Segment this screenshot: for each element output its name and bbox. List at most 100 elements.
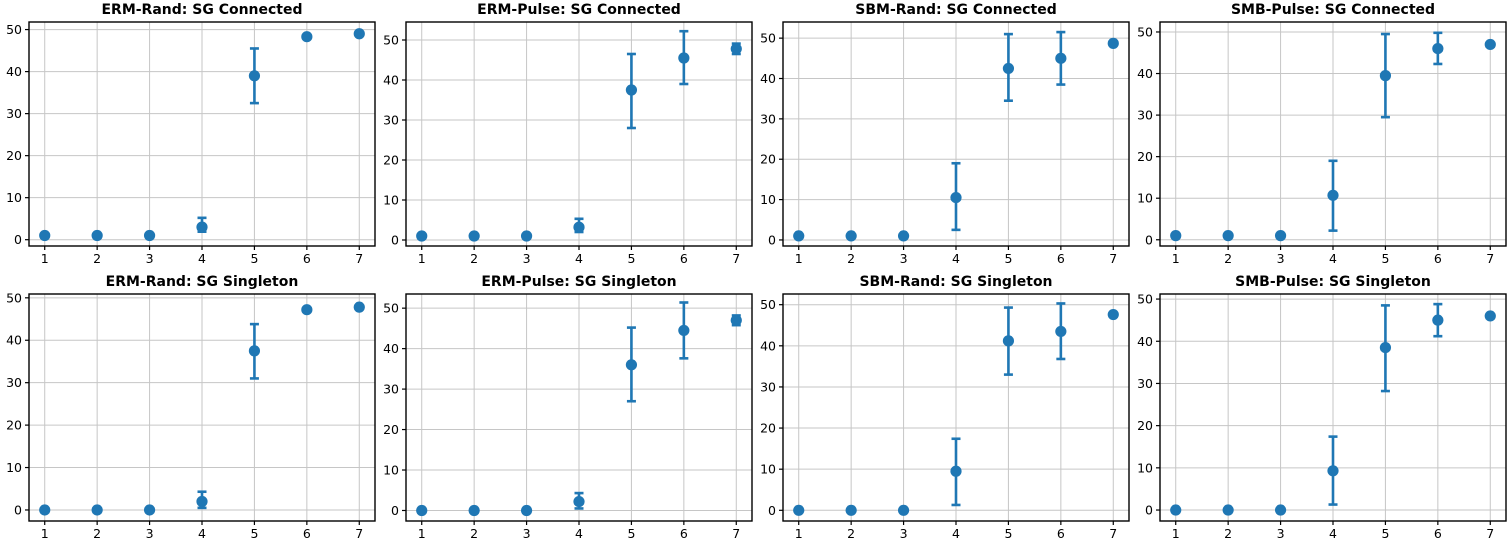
svg-text:50: 50 bbox=[760, 297, 776, 312]
error-bars bbox=[574, 301, 741, 510]
tick-marks bbox=[25, 28, 360, 250]
svg-text:1: 1 bbox=[418, 251, 426, 266]
grid-lines bbox=[29, 22, 375, 246]
svg-text:50: 50 bbox=[383, 33, 399, 48]
x-tick-labels: 1 2 3 4 5 6 7 bbox=[418, 251, 740, 266]
svg-text:20: 20 bbox=[760, 421, 776, 436]
svg-text:1: 1 bbox=[1172, 526, 1180, 541]
plot-canvas: 1 2 3 4 5 6 7 0 10 20 30 40 50 bbox=[760, 293, 1130, 541]
data-points bbox=[1170, 310, 1496, 516]
svg-text:30: 30 bbox=[6, 375, 22, 390]
data-point bbox=[1432, 42, 1444, 55]
data-point bbox=[897, 504, 910, 516]
svg-text:0: 0 bbox=[768, 503, 776, 518]
y-tick-labels: 0 10 20 30 40 50 bbox=[6, 290, 22, 517]
tick-marks bbox=[1156, 31, 1491, 250]
svg-text:6: 6 bbox=[1434, 251, 1442, 266]
data-point bbox=[1002, 62, 1015, 75]
data-point bbox=[1055, 52, 1067, 64]
svg-text:3: 3 bbox=[900, 526, 908, 541]
svg-text:4: 4 bbox=[1329, 526, 1337, 541]
y-tick-labels: 0 10 20 30 40 50 bbox=[1137, 24, 1153, 247]
svg-text:1: 1 bbox=[795, 526, 803, 541]
data-point bbox=[625, 84, 638, 96]
tick-marks bbox=[1156, 298, 1491, 525]
svg-text:7: 7 bbox=[1109, 526, 1117, 541]
svg-text:40: 40 bbox=[383, 341, 399, 356]
svg-text:2: 2 bbox=[847, 251, 855, 266]
svg-text:7: 7 bbox=[1486, 251, 1494, 266]
svg-text:40: 40 bbox=[1137, 334, 1153, 349]
svg-text:10: 10 bbox=[6, 460, 22, 475]
data-point bbox=[468, 504, 480, 517]
data-point bbox=[1222, 230, 1234, 242]
data-point bbox=[950, 191, 962, 204]
svg-text:5: 5 bbox=[250, 526, 258, 541]
data-point bbox=[573, 221, 585, 233]
chart-title: ERM-Rand: SG Connected bbox=[101, 2, 303, 18]
plot-canvas: 1 2 3 4 5 6 7 0 10 20 30 40 50 bbox=[760, 21, 1130, 266]
data-points bbox=[793, 37, 1119, 242]
tick-marks bbox=[402, 39, 737, 250]
svg-text:30: 30 bbox=[383, 113, 399, 128]
plot-canvas: 1 2 3 4 5 6 7 0 10 20 30 40 50 bbox=[1137, 21, 1507, 266]
svg-text:20: 20 bbox=[6, 418, 22, 433]
error-bars bbox=[574, 29, 741, 234]
svg-text:2: 2 bbox=[1224, 251, 1232, 266]
data-point bbox=[678, 324, 690, 337]
data-point bbox=[1055, 325, 1067, 338]
data-point bbox=[520, 230, 533, 242]
svg-text:7: 7 bbox=[732, 526, 740, 541]
svg-text:3: 3 bbox=[1277, 526, 1285, 541]
subplot-sbm-rand-sg-singleton: 1 2 3 4 5 6 7 0 10 20 30 40 50 SBM-Rand: SG Singleto… bbox=[754, 272, 1131, 547]
data-point bbox=[248, 70, 261, 82]
svg-text:5: 5 bbox=[1004, 526, 1012, 541]
subplot-erm-pulse-sg-singleton: 1 2 3 4 5 6 7 0 10 20 30 40 50 ERM-Pulse: SG Singlet… bbox=[377, 272, 754, 547]
data-point bbox=[1274, 504, 1287, 516]
x-tick-labels: 1 2 3 4 5 6 7 bbox=[41, 526, 363, 541]
tick-marks bbox=[25, 297, 360, 525]
svg-text:30: 30 bbox=[1137, 108, 1153, 123]
svg-text:4: 4 bbox=[952, 251, 960, 266]
svg-text:3: 3 bbox=[523, 251, 531, 266]
data-point bbox=[573, 495, 585, 508]
svg-text:4: 4 bbox=[198, 526, 206, 541]
svg-text:50: 50 bbox=[6, 22, 22, 37]
plot-canvas: 1 2 3 4 5 6 7 0 10 20 30 40 50 bbox=[6, 21, 376, 266]
chart-title: SMB-Pulse: SG Connected bbox=[1230, 2, 1436, 18]
svg-text:3: 3 bbox=[146, 526, 154, 541]
data-point bbox=[468, 230, 480, 242]
svg-text:7: 7 bbox=[355, 251, 363, 266]
svg-text:2: 2 bbox=[470, 526, 478, 541]
svg-text:40: 40 bbox=[383, 73, 399, 88]
svg-text:5: 5 bbox=[1381, 526, 1389, 541]
data-point bbox=[1002, 335, 1015, 347]
subplot-row-connected: 1 2 3 4 5 6 7 0 10 20 30 40 50 ERM-Rand: SG Connecte… bbox=[0, 0, 1508, 272]
svg-text:6: 6 bbox=[303, 526, 311, 541]
svg-text:40: 40 bbox=[6, 64, 22, 79]
x-tick-labels: 1 2 3 4 5 6 7 bbox=[418, 526, 740, 541]
svg-text:2: 2 bbox=[1224, 526, 1232, 541]
y-tick-labels: 0 10 20 30 40 50 bbox=[383, 33, 399, 248]
data-points bbox=[416, 314, 742, 517]
plot-canvas: 1 2 3 4 5 6 7 0 10 20 30 40 50 bbox=[383, 293, 753, 541]
data-point bbox=[1379, 341, 1392, 354]
data-point bbox=[1107, 308, 1119, 321]
svg-text:40: 40 bbox=[760, 71, 776, 86]
svg-text:1: 1 bbox=[1172, 251, 1180, 266]
data-points bbox=[39, 28, 365, 242]
svg-text:10: 10 bbox=[383, 463, 399, 478]
svg-text:0: 0 bbox=[14, 502, 22, 517]
svg-text:5: 5 bbox=[627, 526, 635, 541]
data-point bbox=[845, 230, 857, 242]
svg-text:40: 40 bbox=[760, 338, 776, 353]
svg-text:4: 4 bbox=[575, 526, 583, 541]
x-tick-labels: 1 2 3 4 5 6 7 bbox=[41, 251, 363, 266]
grid-lines bbox=[406, 22, 752, 246]
svg-text:10: 10 bbox=[760, 462, 776, 477]
svg-text:20: 20 bbox=[1137, 149, 1153, 164]
y-tick-labels: 0 10 20 30 40 50 bbox=[760, 297, 776, 518]
svg-text:6: 6 bbox=[680, 526, 688, 541]
svg-text:20: 20 bbox=[760, 152, 776, 167]
